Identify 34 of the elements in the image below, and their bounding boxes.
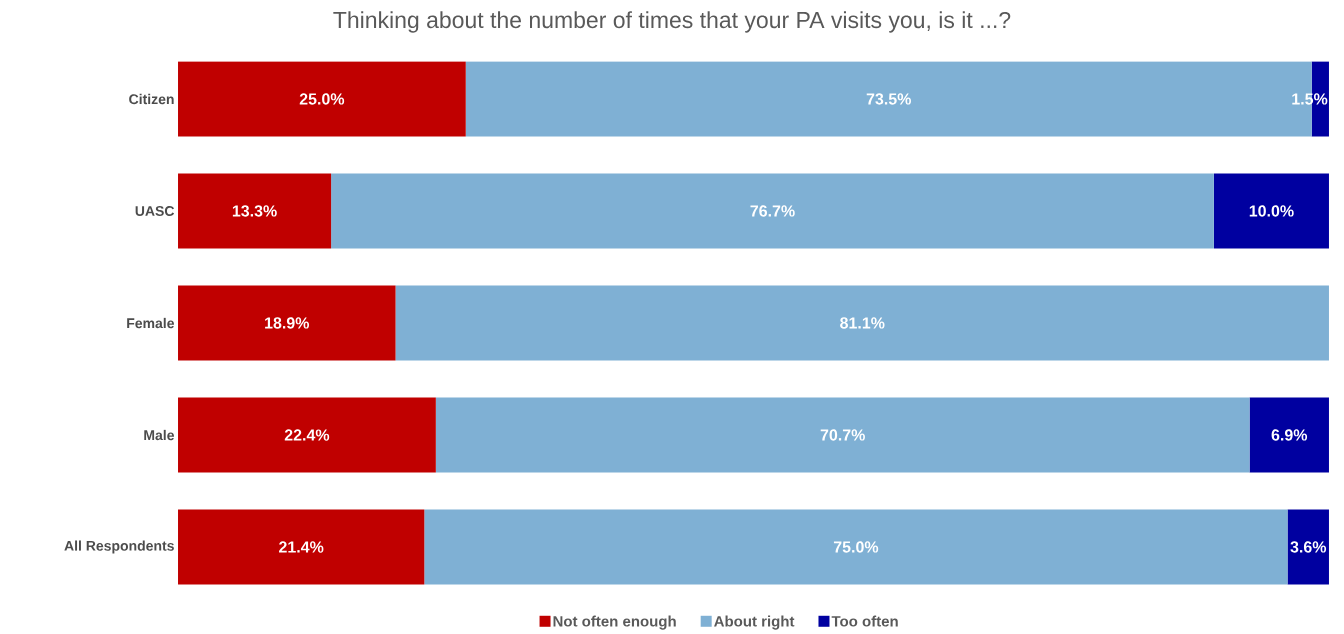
data-label: 70.7% (820, 429, 865, 441)
legend-label: Too often (831, 615, 898, 627)
y-tick-label: Female (127, 317, 174, 329)
data-label: 18.9% (265, 317, 310, 329)
bar (178, 61, 466, 137)
data-label: 75.0% (833, 541, 879, 553)
bar (178, 509, 425, 585)
data-label: 73.5% (866, 93, 911, 105)
bar (178, 173, 332, 249)
data-label: 76.7% (750, 205, 795, 217)
data-label: 10.0% (1249, 205, 1294, 217)
bar (178, 285, 396, 361)
data-label: 22.4% (284, 429, 330, 441)
data-label: 21.4% (279, 541, 324, 553)
bar (435, 397, 1250, 473)
data-label: 25.0% (299, 93, 345, 105)
y-tick-label: All Respondents (64, 540, 174, 554)
bar (395, 285, 1329, 361)
legend-label: About right (714, 615, 795, 630)
y-tick-label: Citizen (129, 93, 174, 105)
bar (178, 397, 436, 473)
bar (331, 173, 1214, 249)
y-tick-label: Male (144, 429, 174, 441)
legend-label: Not often enough (553, 615, 676, 630)
chart-title: Thinking about the number of times that your PA visits you, is it ...? (333, 11, 1011, 33)
bar (1249, 397, 1329, 473)
data-label: 6.9% (1271, 429, 1308, 441)
data-label: 81.1% (840, 317, 885, 329)
bar (424, 509, 1288, 585)
data-label: 3.6% (1290, 541, 1327, 553)
bar (1287, 509, 1329, 585)
data-label: 13.3% (232, 205, 277, 217)
y-tick-label: UASC (135, 206, 175, 216)
bar (1213, 173, 1329, 249)
